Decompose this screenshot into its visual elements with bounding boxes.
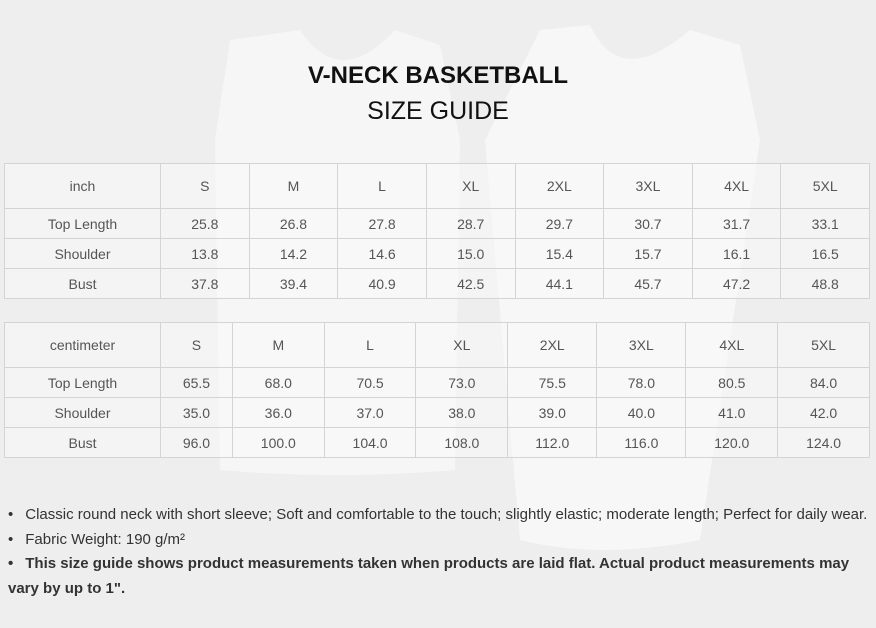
measurement-cell: 48.8 [780, 268, 870, 299]
measurement-cell: 29.7 [514, 208, 605, 239]
measurement-cell: 27.8 [337, 208, 427, 239]
measurement-cell: 108.0 [415, 427, 509, 458]
size-header: XL [425, 163, 516, 209]
size-header: 3XL [603, 163, 693, 209]
table-row: Top Length 25.8 26.8 27.8 28.7 29.7 30.7 31.7 33… [4, 208, 870, 239]
title-line-1: V-NECK BASKETBALL [307, 62, 568, 89]
measurement-cell: 104.0 [323, 427, 417, 458]
note-text: This size guide shows product measuremen… [8, 555, 850, 597]
measurement-cell: 38.0 [415, 397, 509, 428]
product-notes: • Classic round neck with short sleeve; S… [8, 503, 868, 601]
size-header: L [323, 322, 417, 368]
table-row: Shoulder 13.8 14.2 14.6 15.0 15.4 15.7 16.1 16.5 [4, 238, 870, 269]
measurement-cell: 80.5 [685, 367, 779, 398]
note-text: Classic round neck with short sleeve; So… [25, 506, 868, 523]
note-item: • This size guide shows product measureme… [8, 555, 850, 597]
unit-label: inch [4, 163, 161, 209]
measurement-cell: 25.8 [160, 208, 250, 239]
measurement-cell: 112.0 [507, 427, 598, 458]
header-row: inch S M L XL 2XL 3XL 4XL 5XL [4, 163, 870, 209]
measurement-cell: 124.0 [777, 427, 870, 458]
measurement-cell: 44.1 [514, 268, 605, 299]
measurement-cell: 37.0 [323, 397, 417, 428]
measurement-cell: 100.0 [231, 427, 325, 458]
size-header: M [231, 322, 325, 368]
row-label: Bust [4, 268, 161, 299]
measurement-cell: 39.0 [507, 397, 598, 428]
measurement-cell: 42.0 [777, 397, 870, 428]
title-line-2: SIZE GUIDE [367, 97, 509, 125]
size-header: S [160, 163, 250, 209]
measurement-cell: 45.7 [603, 268, 693, 299]
measurement-cell: 37.8 [160, 268, 250, 299]
measurement-cell: 42.5 [425, 268, 516, 299]
measurement-cell: 47.2 [691, 268, 782, 299]
measurement-cell: 30.7 [603, 208, 693, 239]
table-row: Top Length 65.5 68.0 70.5 73.0 75.5 78.0 80.5 84… [4, 367, 870, 398]
size-header: XL [415, 322, 509, 368]
measurement-cell: 41.0 [685, 397, 779, 428]
measurement-cell: 14.2 [248, 238, 339, 269]
measurement-cell: 40.9 [337, 268, 427, 299]
note-item: • Classic round neck with short sleeve; S… [8, 506, 868, 523]
measurement-cell: 84.0 [777, 367, 870, 398]
measurement-cell: 14.6 [337, 238, 427, 269]
row-label: Top Length [4, 208, 161, 239]
measurement-cell: 75.5 [507, 367, 598, 398]
size-header: S [160, 322, 233, 368]
measurement-cell: 33.1 [780, 208, 870, 239]
measurement-cell: 120.0 [685, 427, 779, 458]
size-header: 2XL [507, 322, 598, 368]
measurement-cell: 70.5 [323, 367, 417, 398]
measurement-cell: 116.0 [596, 427, 687, 458]
table-row: Bust 37.8 39.4 40.9 42.5 44.1 45.7 47.2 48.8 [4, 268, 870, 299]
measurement-cell: 78.0 [596, 367, 687, 398]
measurement-cell: 96.0 [160, 427, 233, 458]
measurement-cell: 40.0 [596, 397, 687, 428]
table-row: Bust 96.0 100.0 104.0 108.0 112.0 116.0 120.0 12… [4, 427, 870, 458]
table-row: Shoulder 35.0 36.0 37.0 38.0 39.0 40.0 41.0 42.0 [4, 397, 870, 428]
size-header: 5XL [777, 322, 870, 368]
measurement-cell: 31.7 [691, 208, 782, 239]
size-header: 5XL [780, 163, 870, 209]
row-label: Shoulder [4, 397, 161, 428]
measurement-cell: 16.1 [691, 238, 782, 269]
size-header: 4XL [685, 322, 779, 368]
size-header: L [337, 163, 427, 209]
measurement-cell: 13.8 [160, 238, 250, 269]
size-header: 2XL [514, 163, 605, 209]
centimeter-size-table: centimeter S M L XL 2XL 3XL 4XL 5XL Top Length 65.… [4, 322, 870, 458]
row-label: Top Length [4, 367, 161, 398]
measurement-cell: 15.0 [425, 238, 516, 269]
measurement-cell: 26.8 [248, 208, 339, 239]
size-header: 3XL [596, 322, 687, 368]
measurement-cell: 16.5 [780, 238, 870, 269]
header-row: centimeter S M L XL 2XL 3XL 4XL 5XL [4, 322, 870, 368]
measurement-cell: 28.7 [425, 208, 516, 239]
measurement-cell: 73.0 [415, 367, 509, 398]
measurement-cell: 35.0 [160, 397, 233, 428]
row-label: Bust [4, 427, 161, 458]
size-header: 4XL [691, 163, 782, 209]
size-header: M [248, 163, 339, 209]
measurement-cell: 68.0 [231, 367, 325, 398]
measurement-cell: 36.0 [231, 397, 325, 428]
inch-size-table: inch S M L XL 2XL 3XL 4XL 5XL Top Length 25.8 26.8 2… [4, 163, 870, 299]
measurement-cell: 15.7 [603, 238, 693, 269]
note-text: Fabric Weight: 190 g/m² [25, 530, 186, 548]
measurement-cell: 15.4 [514, 238, 605, 269]
unit-label: centimeter [4, 322, 161, 368]
note-item: • Fabric Weight: 190 g/m² [8, 530, 186, 548]
measurement-cell: 65.5 [160, 367, 233, 398]
row-label: Shoulder [4, 238, 161, 269]
measurement-cell: 39.4 [248, 268, 339, 299]
